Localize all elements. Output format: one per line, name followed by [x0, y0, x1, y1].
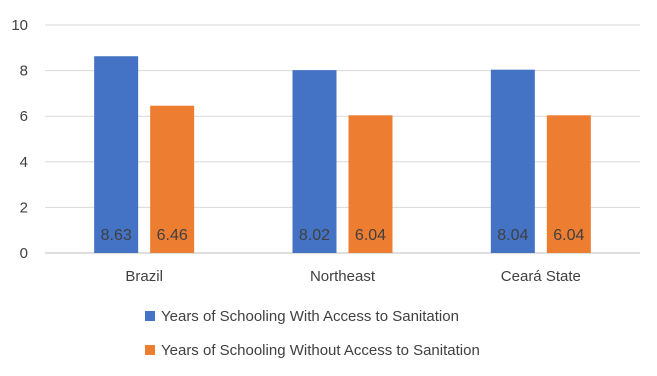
bar	[546, 115, 591, 254]
gridlines	[45, 24, 640, 254]
legend-item-without-sanitation: Years of Schooling Without Access to San…	[145, 339, 480, 361]
legend-swatch-blue	[145, 311, 155, 321]
x-axis-categories: Brazil Northeast Ceará State	[125, 268, 580, 285]
bar	[292, 70, 337, 253]
data-label: 6.04	[553, 227, 584, 244]
x-category-label: Brazil	[125, 268, 163, 285]
bar	[490, 69, 535, 253]
y-axis-ticks: 0 2 4 6 8 10	[11, 17, 28, 262]
legend-label: Years of Schooling Without Access to San…	[161, 341, 480, 359]
y-tick-label: 0	[20, 245, 28, 262]
legend-swatch-orange	[145, 345, 155, 355]
bars	[94, 56, 591, 254]
data-label: 8.02	[299, 227, 330, 244]
legend: Years of Schooling With Access to Sanita…	[145, 305, 480, 373]
y-tick-label: 2	[20, 199, 28, 216]
y-tick-label: 10	[11, 17, 28, 34]
x-category-label: Northeast	[310, 268, 376, 285]
data-labels: 8.63 6.46 8.02 6.04 8.04 6.04	[101, 227, 585, 244]
bar	[150, 105, 195, 253]
x-category-label: Ceará State	[501, 268, 581, 285]
legend-label: Years of Schooling With Access to Sanita…	[161, 307, 459, 325]
data-label: 8.63	[101, 227, 132, 244]
y-tick-label: 4	[20, 154, 28, 171]
bar	[94, 56, 139, 254]
data-label: 8.04	[497, 227, 528, 244]
bar	[348, 115, 393, 254]
y-tick-label: 8	[20, 63, 28, 80]
legend-item-with-sanitation: Years of Schooling With Access to Sanita…	[145, 305, 480, 327]
y-tick-label: 6	[20, 108, 28, 125]
data-label: 6.46	[157, 227, 188, 244]
data-label: 6.04	[355, 227, 386, 244]
bar-chart: 0 2 4 6 8 10 8.63 6.46 8.02 6.04 8.04 6.04 Brazil N…	[11, 17, 640, 285]
